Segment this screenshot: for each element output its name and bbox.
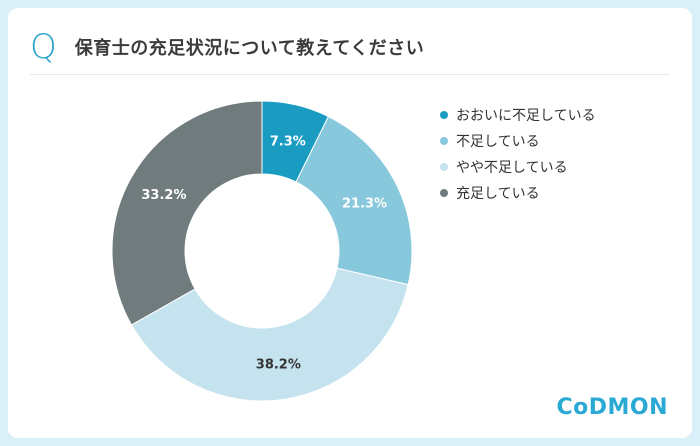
legend-item-0: おおいに不足している xyxy=(440,102,596,128)
codmon-logo: CoDMON xyxy=(556,395,668,420)
header-divider xyxy=(30,74,670,75)
pie-slice-2 xyxy=(130,267,409,402)
legend-item-2: やや不足している xyxy=(440,154,596,180)
slice-label-3: 33.2% xyxy=(141,188,186,203)
legend-swatch xyxy=(440,111,448,119)
slice-label-2: 38.2% xyxy=(256,357,301,372)
card: Q 保育士の充足状況について教えてください 7.3% 21.3% 38.2% 33.2… xyxy=(8,8,692,438)
pie-slice-3 xyxy=(111,100,263,326)
slice-label-1: 21.3% xyxy=(342,196,387,211)
legend-label: やや不足している xyxy=(456,160,568,176)
pie-slice-1 xyxy=(295,115,413,286)
legend-swatch xyxy=(440,189,448,197)
legend-label: おおいに不足している xyxy=(456,108,596,124)
question-header: Q 保育士の充足状況について教えてください xyxy=(30,30,424,64)
legend-label: 不足している xyxy=(456,134,540,150)
q-mark: Q xyxy=(30,27,57,67)
donut-chart: 7.3% 21.3% 38.2% 33.2% xyxy=(111,100,413,402)
chart-legend: おおいに不足している 不足しているやや不足している 充足している xyxy=(440,102,596,206)
legend-swatch xyxy=(440,137,448,145)
chart-title: 保育士の充足状況について教えてください xyxy=(74,38,425,59)
legend-swatch xyxy=(440,163,448,171)
legend-label: 充足している xyxy=(456,186,540,202)
slice-label-0: 7.3% xyxy=(270,134,306,149)
legend-item-1: 不足している xyxy=(440,128,596,154)
logo-text: CoDMON xyxy=(556,395,668,420)
legend-item-3: 充足している xyxy=(440,180,596,206)
